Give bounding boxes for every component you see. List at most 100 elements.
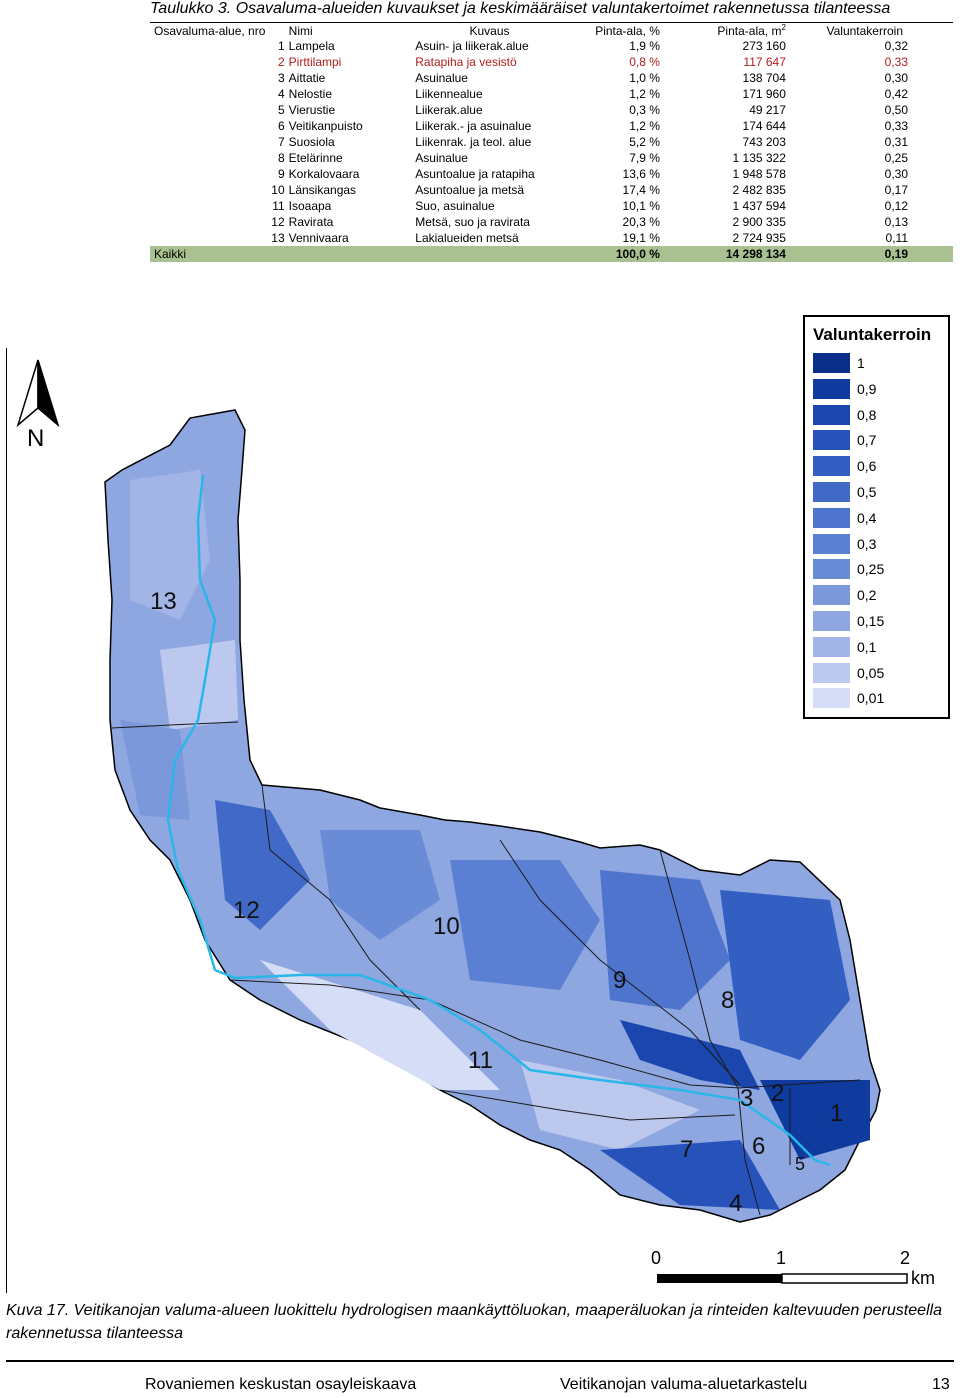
- table-cell-nimi: Lampela: [288, 39, 335, 53]
- table-cell-pct: 1,0 %: [629, 71, 660, 85]
- table-cell-kuvaus: Suo, asuinalue: [415, 199, 495, 213]
- legend-swatch: [813, 533, 850, 554]
- table-cell-nro: 7: [277, 135, 285, 149]
- table-row: 4 Nelostie Liikennealue 1,2 % 171 960 0,42: [150, 86, 953, 102]
- table-row: 1 Lampela Asuin- ja liikerak.alue 1,9 % 273 …: [150, 38, 953, 54]
- table-row: 9 Korkalovaara Asuntoalue ja ratapiha 13,6 …: [150, 166, 953, 182]
- table-cell-nro: 10: [271, 183, 285, 197]
- total-cell-vk: 0,19: [785, 246, 953, 262]
- zone-label-12: 12: [233, 897, 260, 924]
- north-arrow-icon: [16, 359, 60, 428]
- zone-label-11: 11: [468, 1047, 493, 1074]
- table-cell-nro: 13: [271, 231, 285, 245]
- zone-label-5: 5: [795, 1154, 806, 1174]
- total-cell-m2: 14 298 134: [659, 246, 786, 262]
- legend-item: 0,9: [813, 378, 877, 399]
- table-cell-nro: 11: [272, 199, 285, 213]
- legend-swatch: [813, 353, 850, 373]
- table-cell-vk: 0,42: [884, 87, 908, 101]
- legend-label: 0,25: [857, 561, 885, 578]
- table-cell-vk: 0,32: [884, 39, 908, 53]
- table-cell-vk: 0,33: [884, 55, 908, 69]
- header-nro: Osavaluma-alue, nro: [154, 23, 266, 38]
- table-cell-nro: 3: [277, 71, 285, 85]
- footer-section-title: Veitikanojan valuma-aluetarkastelu: [560, 1376, 808, 1393]
- table-cell-vk: 0,50: [884, 103, 908, 117]
- table-cell-vk: 0,17: [884, 183, 908, 197]
- scale-unit: km: [911, 1268, 935, 1288]
- legend-swatch: [813, 404, 850, 425]
- legend-swatch: [813, 662, 850, 683]
- table-row: 11 Isoaapa Suo, asuinalue 10,1 % 1 437 594 0,…: [150, 198, 953, 214]
- legend-item: 0,15: [813, 611, 884, 631]
- zone-label-13: 13: [150, 588, 177, 615]
- table-row: 2 Pirttilampi Ratapiha ja vesistö 0,8 % 117 …: [150, 54, 953, 70]
- catchment-table: Osavaluma-alue, nro Nimi Kuvaus Pinta-al…: [150, 22, 953, 262]
- legend-item: 1: [813, 353, 865, 373]
- legend-swatch: [813, 585, 850, 606]
- table-cell-nro: 9: [277, 167, 285, 181]
- legend-label: 0,05: [857, 664, 885, 681]
- scale-bar: [657, 1273, 908, 1284]
- table-cell-nimi: Ravirata: [288, 215, 334, 229]
- table-cell-vk: 0,13: [884, 215, 908, 229]
- table-cell-nimi: Suosiola: [288, 135, 335, 149]
- table-row: 12 Ravirata Metsä, suo ja ravirata 20,3 % 2 …: [150, 214, 953, 230]
- table-cell-nimi: Pirttilampi: [288, 55, 342, 69]
- page-number: 13: [932, 1376, 950, 1393]
- table-cell-nimi: Aittatie: [288, 71, 326, 85]
- table-caption: Taulukko 3. Osavaluma-alueiden kuvaukset…: [150, 0, 891, 17]
- table-cell-nimi: Korkalovaara: [288, 167, 360, 181]
- table-cell-pct: 0,8 %: [629, 55, 660, 69]
- footer-divider: [6, 1360, 954, 1362]
- table-cell-kuvaus: Liikerak.- ja asuinalue: [415, 119, 532, 133]
- table-cell-pct: 7,9 %: [629, 151, 660, 165]
- table-cell-kuvaus: Ratapiha ja vesistö: [415, 55, 517, 69]
- table-cell-nro: 1: [277, 39, 285, 53]
- legend-label: 0,01: [857, 690, 885, 707]
- legend-item: 0,6: [813, 456, 876, 477]
- table-body: 1 Lampela Asuin- ja liikerak.alue 1,9 % 273 …: [150, 38, 953, 262]
- table-cell-pct: 17,4 %: [622, 183, 660, 197]
- legend-item: 0,7: [813, 430, 876, 451]
- table-row: 7 Suosiola Liikenrak. ja teol. alue 5,2 % 74…: [150, 134, 953, 150]
- table-header-row: Osavaluma-alue, nro Nimi Kuvaus Pinta-al…: [150, 23, 953, 38]
- table-cell-m2: 138 704: [742, 71, 786, 85]
- table-cell-m2: 1 437 594: [732, 199, 786, 213]
- table-cell-m2: 171 960: [742, 87, 786, 101]
- total-cell-pct: 100,0 %: [563, 246, 660, 262]
- table-cell-pct: 1,2 %: [629, 119, 660, 133]
- table-cell-nimi: Veitikanpuisto: [288, 119, 363, 133]
- table-cell-m2: 273 160: [742, 39, 786, 53]
- legend-item: 0,5: [813, 482, 876, 502]
- stream-line: [166, 474, 831, 1167]
- legend-item: 0,25: [813, 559, 885, 580]
- table-cell-kuvaus: Liikenrak. ja teol. alue: [415, 135, 532, 149]
- table-cell-nimi: Etelärinne: [288, 151, 343, 165]
- scale-tick-0: 0: [651, 1248, 662, 1268]
- table-cell-pct: 5,2 %: [629, 135, 660, 149]
- legend-item: 0,01: [813, 688, 885, 709]
- header-m2-text: Pinta-ala, m: [717, 24, 782, 38]
- table-cell-m2: 49 217: [749, 103, 786, 117]
- table-cell-kuvaus: Lakialueiden metsä: [415, 231, 519, 245]
- table-cell-m2: 2 900 335: [732, 215, 786, 229]
- table-cell-vk: 0,30: [884, 71, 908, 85]
- table-cell-kuvaus: Liikennealue: [415, 87, 483, 101]
- legend-label: 0,9: [857, 380, 877, 397]
- legend-label: 0,5: [857, 484, 877, 500]
- table-cell-pct: 0,3 %: [629, 103, 660, 117]
- legend-label: 1: [857, 355, 865, 371]
- legend-item: 0,4: [813, 507, 876, 528]
- footer-document-title: Rovaniemen keskustan osayleiskaava: [145, 1376, 417, 1393]
- header-nimi: Nimi: [288, 23, 313, 38]
- zone-label-10: 10: [433, 913, 460, 940]
- legend-item: 0,1: [813, 636, 876, 657]
- header-pct: Pinta-ala, %: [595, 23, 660, 38]
- header-m2: Pinta-ala, m2: [660, 23, 785, 38]
- table-cell-pct: 13,6 %: [622, 167, 660, 181]
- table-cell-nimi: Isoaapa: [288, 199, 332, 213]
- table-cell-vk: 0,33: [884, 119, 908, 133]
- table-cell-vk: 0,31: [884, 135, 908, 149]
- table-cell-m2: 2 724 935: [732, 231, 786, 245]
